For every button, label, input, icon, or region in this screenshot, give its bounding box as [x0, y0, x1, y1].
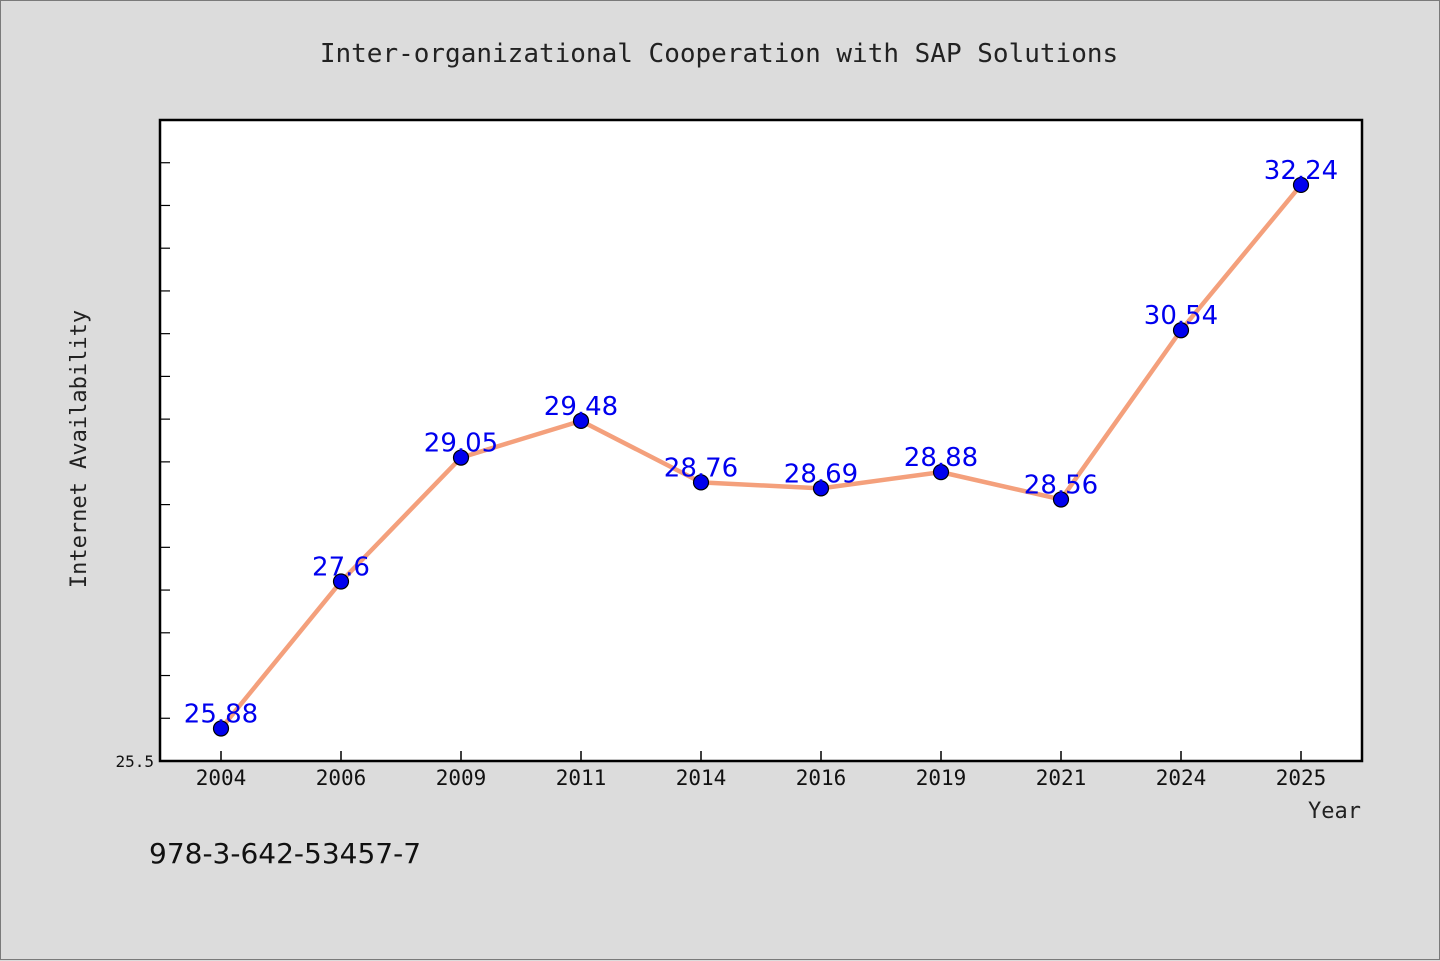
data-point	[932, 464, 950, 481]
data-point	[1292, 176, 1310, 194]
data-label: 27.6	[312, 553, 370, 583]
chart-title: Inter-organizational Cooperation with SA…	[320, 39, 1118, 69]
x-tick-label: 2019	[916, 766, 967, 790]
y-tick-label: 25.5	[115, 752, 154, 771]
x-axis-ticks	[220, 751, 1302, 761]
data-point	[812, 480, 830, 497]
x-tick-label: 2021	[1036, 766, 1087, 790]
x-axis-tick-labels: 2004 2006 2009 2011 2014 2016 2019 2021 2024 2025	[196, 766, 1327, 790]
x-tick-label: 2011	[556, 766, 607, 790]
x-axis-label: Year	[1308, 799, 1361, 824]
data-label: 28.76	[664, 453, 738, 483]
plot-area	[158, 118, 1364, 763]
data-point	[572, 412, 590, 429]
data-point	[452, 449, 470, 466]
data-point	[332, 573, 350, 590]
data-label: 28.88	[904, 443, 978, 473]
data-label: 29.05	[424, 429, 498, 459]
data-label: 32.24	[1264, 156, 1338, 186]
data-label: 30.54	[1144, 301, 1218, 331]
x-tick-label: 2025	[1276, 766, 1327, 790]
data-point	[1172, 322, 1190, 339]
x-tick-label: 2014	[676, 766, 727, 790]
x-tick-label: 2024	[1156, 766, 1207, 790]
data-label: 28.69	[784, 459, 858, 489]
data-labels: 25.88 27.6 29.05 29.48 28.76 28.69 28.88 28.56 3…	[184, 156, 1338, 730]
footnote-isbn: 978-3-642-53457-7	[149, 837, 421, 870]
data-label: 25.88	[184, 700, 258, 730]
data-label: 28.56	[1024, 470, 1098, 500]
y-axis-ticks	[160, 162, 170, 719]
data-point	[1052, 491, 1070, 508]
series-line	[218, 182, 1304, 731]
data-point	[692, 474, 710, 491]
data-point	[212, 720, 230, 737]
x-tick-label: 2009	[436, 766, 487, 790]
y-axis-label: Internet Availability	[67, 310, 92, 588]
x-tick-label: 2016	[796, 766, 847, 790]
data-points	[212, 176, 1310, 737]
x-tick-label: 2004	[196, 766, 247, 790]
x-tick-label: 2006	[316, 766, 367, 790]
data-label: 29.48	[544, 392, 618, 422]
